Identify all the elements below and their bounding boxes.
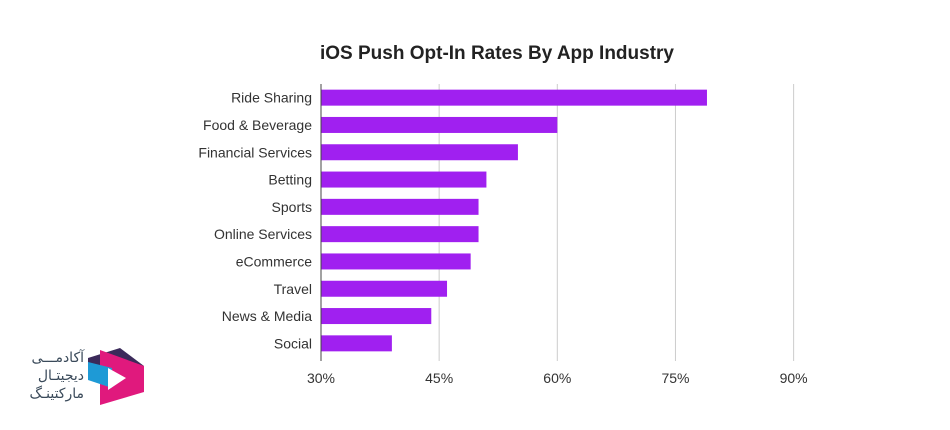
bar [321, 280, 448, 297]
academy-logo: آکادمـــی دیجیتـال مارکتینـگ [30, 348, 144, 405]
category-label: Sports [272, 199, 312, 215]
category-label: Social [274, 335, 312, 351]
logo-line-3: مارکتینـگ [30, 385, 85, 402]
x-tick-label: 45% [425, 370, 453, 386]
category-label: Online Services [214, 226, 312, 242]
category-label: News & Media [222, 308, 312, 324]
category-label: Betting [268, 172, 312, 188]
logo-line-1: آکادمـــی [31, 349, 85, 366]
bar [321, 89, 707, 106]
logo-icon [88, 348, 144, 405]
bars [321, 89, 707, 352]
bar [321, 116, 558, 133]
category-label: Financial Services [198, 144, 312, 160]
category-label: Ride Sharing [231, 90, 312, 106]
chart-title: iOS Push Opt-In Rates By App Industry [320, 43, 674, 64]
x-tick-label: 60% [543, 370, 571, 386]
logo-line-2: دیجیتـال [38, 368, 84, 384]
bar [321, 308, 432, 325]
bar [321, 226, 479, 243]
bar [321, 198, 479, 215]
bar [321, 144, 518, 161]
bar [321, 253, 471, 270]
bar [321, 171, 487, 188]
category-label: Food & Beverage [203, 117, 312, 133]
x-tick-label: 30% [307, 370, 335, 386]
x-tick-label: 90% [780, 370, 808, 386]
bar [321, 335, 392, 352]
x-tick-label: 75% [661, 370, 689, 386]
category-label: Travel [274, 281, 312, 297]
category-label: eCommerce [236, 253, 312, 269]
category-labels: Ride Sharing Food & Beverage Financial Ser… [198, 90, 312, 352]
x-tick-labels: 30% 45% 60% 75% 90% [307, 370, 808, 386]
